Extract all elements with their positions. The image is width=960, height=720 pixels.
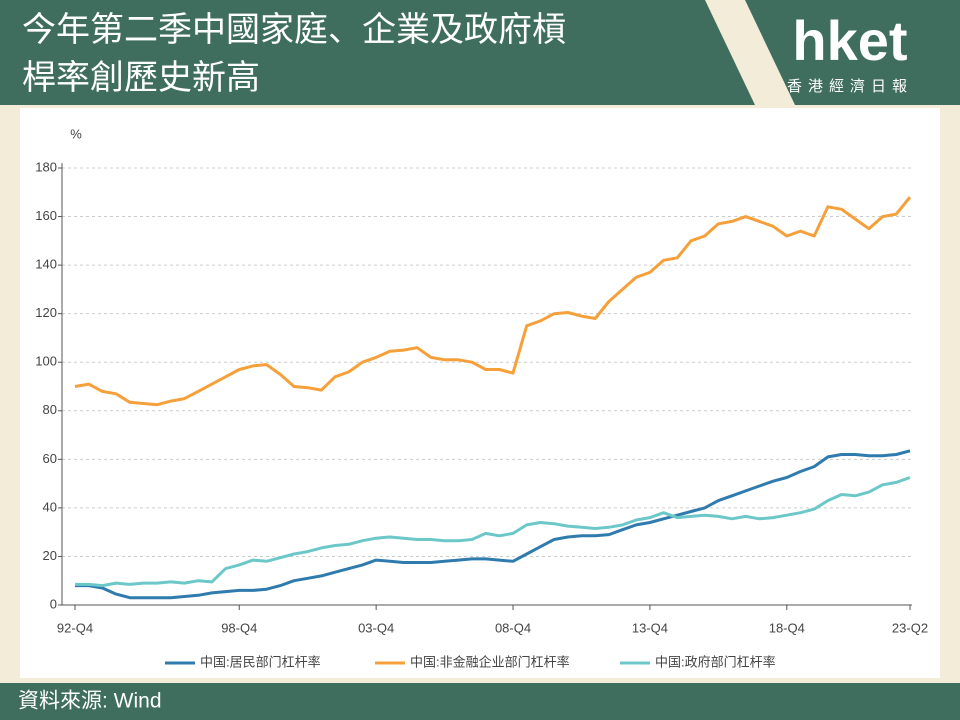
y-tick-label: 80: [43, 402, 57, 417]
x-tick-label: 08-Q4: [495, 620, 531, 635]
legend-label: 中国:居民部门杠杆率: [200, 654, 321, 669]
chart-panel: [20, 108, 940, 678]
y-tick-label: 40: [43, 499, 57, 514]
series-line: [75, 449, 911, 600]
y-tick-label: 160: [35, 208, 57, 223]
x-tick-label: 98-Q4: [221, 620, 257, 635]
x-tick-label: 18-Q4: [769, 620, 805, 635]
x-tick-label: 13-Q4: [632, 620, 668, 635]
footer-band: [0, 683, 960, 720]
title-line: 桿率創歷史新高: [22, 59, 260, 97]
x-tick-label: 03-Q4: [358, 620, 394, 635]
y-axis-label: %: [70, 126, 82, 141]
series-line: [74, 196, 912, 407]
title-line: 今年第二季中國家庭、企業及政府槓: [22, 11, 566, 49]
legend-label: 中国:政府部门杠杆率: [655, 654, 776, 669]
y-tick-label: 120: [35, 305, 57, 320]
y-tick-label: 180: [35, 159, 57, 174]
logo: hket: [792, 9, 907, 72]
y-tick-label: 20: [43, 548, 57, 563]
logo-band: [745, 0, 960, 105]
x-tick-label: 23-Q2: [892, 620, 928, 635]
y-tick-label: 100: [35, 354, 57, 369]
y-tick-label: 140: [35, 257, 57, 272]
series-line: [75, 476, 911, 588]
source: 資料來源: Wind: [18, 690, 162, 713]
legend-label: 中国:非金融企业部门杠杆率: [410, 654, 570, 669]
y-tick-label: 60: [43, 451, 57, 466]
y-tick-label: 0: [50, 596, 57, 611]
logo-sub: 香港經濟日報: [787, 78, 913, 95]
header-band: [0, 0, 755, 105]
x-tick-label: 92-Q4: [57, 620, 93, 635]
